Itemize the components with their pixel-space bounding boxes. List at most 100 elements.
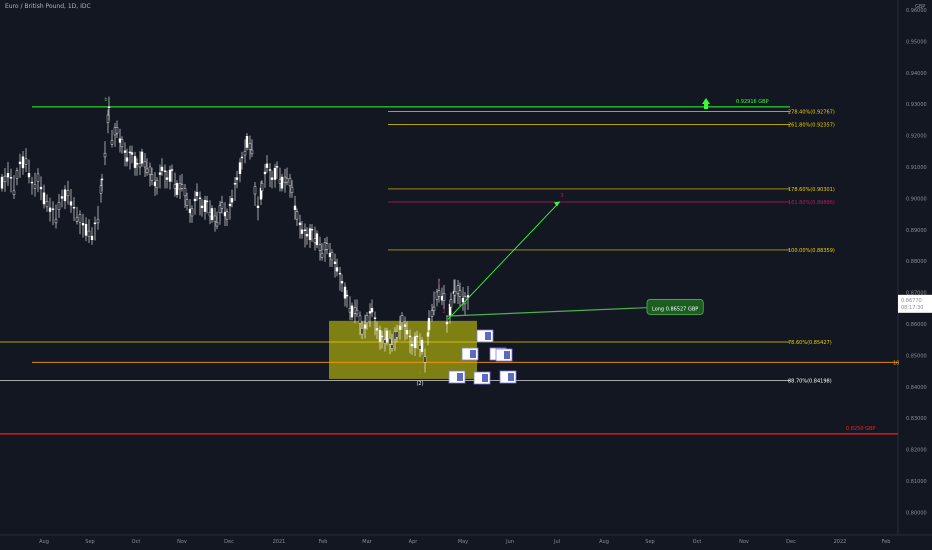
candle-body: [383, 339, 387, 344]
x-tick-label: Jul: [553, 539, 560, 545]
projection-arrowhead: [554, 201, 560, 207]
eu-gb-flag-icon: [485, 332, 491, 340]
candle-body: [418, 345, 422, 350]
candle-body: [173, 184, 177, 189]
candle-body: [380, 335, 384, 338]
y-tick-label: 0.86000: [906, 322, 927, 328]
candle-body: [57, 201, 61, 210]
candle-body: [195, 191, 199, 197]
y-tick-label: 0.89000: [906, 228, 927, 234]
candle-body: [75, 217, 79, 222]
candle-body: [410, 343, 414, 347]
candle-body: [185, 199, 189, 206]
x-tick-label: Nov: [177, 539, 187, 545]
candle-body: [81, 223, 85, 226]
stop-label: 0.8250 GBP: [846, 426, 875, 432]
candle-body: [437, 290, 441, 297]
candle-body: [288, 178, 292, 187]
x-tick-label: Aug: [39, 539, 49, 545]
candle-body: [426, 332, 430, 337]
candle-body: [238, 162, 242, 175]
candle-body: [313, 238, 317, 243]
candle-body: [225, 211, 229, 220]
candle-body: [303, 229, 307, 232]
candle-body: [335, 267, 339, 272]
y-tick-label: 0.83000: [906, 416, 927, 422]
current-price-tag: [898, 294, 932, 313]
candle-body: [138, 163, 142, 168]
candle-body: [78, 214, 82, 223]
candle-body: [458, 290, 462, 297]
candle-body: [385, 330, 389, 343]
candle-body: [440, 296, 444, 301]
candle-body: [265, 163, 269, 168]
candle-body: [350, 305, 354, 318]
y-tick-label: 0.82000: [906, 448, 927, 454]
x-tick-label: Dec: [786, 539, 796, 545]
x-tick-label: Feb: [882, 539, 891, 545]
candle-body: [430, 310, 434, 317]
candle-body: [18, 161, 22, 165]
candle-body: [21, 156, 25, 169]
candle-body: [203, 200, 207, 212]
candle-body: [220, 202, 224, 209]
candle-body: [415, 335, 419, 338]
wave-label: 1: [437, 281, 440, 287]
candle-body: [24, 158, 28, 165]
candle-body: [338, 272, 342, 275]
x-tick-label: Oct: [132, 539, 141, 545]
candle-body: [461, 298, 465, 303]
candle-body: [323, 242, 327, 251]
candle-body: [0, 176, 4, 189]
candle-body: [15, 170, 19, 179]
fib-level-label: 100.00%(0.88359): [788, 248, 835, 254]
candle-body: [193, 198, 197, 202]
candle-body: [39, 186, 43, 190]
candle-body: [72, 206, 76, 209]
orange-level-label: 10: [893, 360, 899, 366]
candle-body: [223, 212, 227, 217]
candle-body: [3, 175, 7, 182]
candle-body: [100, 178, 104, 181]
candle-body: [33, 184, 37, 189]
candle-body: [118, 138, 122, 143]
candle-body: [368, 311, 372, 314]
candle-body: [378, 330, 382, 342]
x-tick-label: Sep: [85, 539, 94, 545]
candle-body: [175, 183, 179, 195]
candle-body: [270, 177, 274, 180]
chart-title: Euro / British Pound, 1D, IDC: [5, 3, 91, 10]
entry-label-box: [646, 299, 704, 315]
candle-body: [290, 186, 294, 193]
x-tick-label: Sep: [645, 539, 654, 545]
support-zone: [329, 320, 477, 379]
candle-body: [90, 235, 94, 241]
candle-body: [69, 201, 73, 206]
x-tick-label: Feb: [319, 539, 328, 545]
candle-body: [373, 317, 377, 319]
candle-body: [427, 318, 431, 330]
candle-body: [233, 183, 237, 185]
candle-body: [66, 190, 70, 197]
candle-body: [87, 230, 91, 237]
candle-body: [153, 181, 157, 187]
candle-body: [103, 152, 107, 158]
eu-gb-flag-icon: [457, 373, 463, 381]
candle-body: [268, 169, 272, 171]
current-price-value: 0.86770: [901, 298, 922, 304]
candle-body: [420, 340, 424, 352]
x-tick-label: Jun: [505, 539, 514, 545]
candle-body: [442, 293, 446, 301]
candle-body: [213, 215, 217, 222]
candle-body: [230, 198, 234, 203]
wave-label: c: [419, 370, 422, 376]
candle-body: [260, 183, 264, 192]
y-tick-label: 0.91000: [906, 165, 927, 171]
candle-body: [423, 356, 427, 363]
candle-body: [308, 228, 312, 241]
candle-body: [295, 211, 299, 220]
target-label: 0.92916 GBP: [736, 99, 769, 105]
y-tick-label: 0.90000: [906, 196, 927, 202]
eu-gb-flag-icon: [504, 351, 510, 359]
